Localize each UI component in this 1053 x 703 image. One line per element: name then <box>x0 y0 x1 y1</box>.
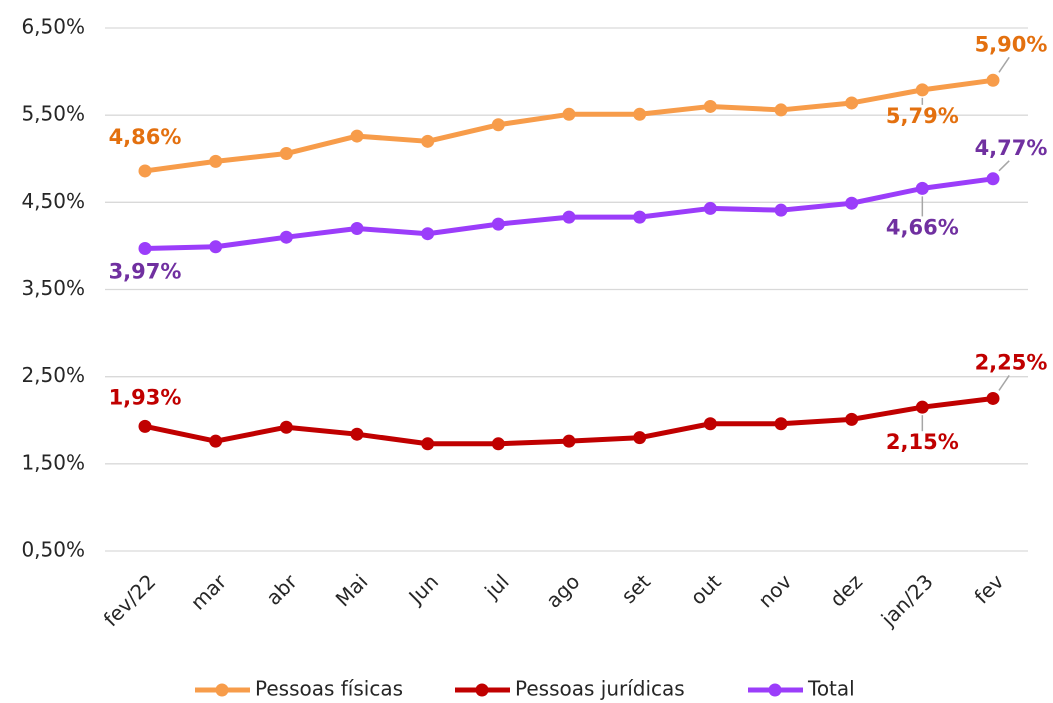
value-label: 3,97% <box>109 260 182 284</box>
y-tick-label: 3,50% <box>21 276 85 300</box>
point <box>633 210 647 224</box>
point <box>138 164 152 178</box>
x-tick-label: dez <box>825 569 867 611</box>
y-tick-label: 2,50% <box>21 363 85 387</box>
legend-label: Pessoas físicas <box>255 677 403 701</box>
x-tick-label: Mai <box>331 569 373 611</box>
point <box>209 154 223 168</box>
point <box>703 201 717 215</box>
y-tick-label: 4,50% <box>21 189 85 213</box>
point <box>703 99 717 113</box>
point <box>491 118 505 132</box>
point <box>562 434 576 448</box>
value-label: 5,79% <box>886 104 959 128</box>
point <box>562 210 576 224</box>
series-line <box>144 77 994 174</box>
value-label: 1,93% <box>109 385 182 409</box>
y-tick-label: 5,50% <box>21 102 85 126</box>
point <box>209 240 223 254</box>
value-label: 4,66% <box>886 215 959 239</box>
x-tick-label: mar <box>186 569 232 615</box>
point <box>350 129 364 143</box>
point <box>279 147 293 161</box>
legend-marker <box>475 683 489 697</box>
x-tick-label: set <box>616 569 655 608</box>
leader-line <box>998 375 1010 391</box>
point <box>845 96 859 110</box>
value-label: 5,90% <box>975 32 1048 56</box>
point <box>986 391 1000 405</box>
legend-label: Total <box>807 677 855 701</box>
point <box>703 417 717 431</box>
x-tick-label: jul <box>479 569 514 604</box>
point <box>491 217 505 231</box>
x-tick-label: ago <box>541 569 584 612</box>
value-label: 4,86% <box>109 125 182 149</box>
value-label: 2,15% <box>886 430 959 454</box>
x-tick-label: Jun <box>403 569 443 609</box>
point <box>915 400 929 414</box>
point <box>845 412 859 426</box>
x-tick-label: out <box>686 569 726 609</box>
point <box>138 242 152 256</box>
point <box>633 431 647 445</box>
point <box>915 83 929 97</box>
point <box>350 427 364 441</box>
point <box>421 437 435 451</box>
y-tick-label: 6,50% <box>21 15 85 39</box>
point <box>774 417 788 431</box>
point <box>986 73 1000 87</box>
point <box>491 437 505 451</box>
point <box>562 107 576 121</box>
point <box>350 221 364 235</box>
point <box>421 227 435 241</box>
leader-line <box>998 56 1010 73</box>
point <box>279 420 293 434</box>
point <box>845 196 859 210</box>
x-tick-label: nov <box>753 569 796 612</box>
point <box>138 419 152 433</box>
legend-label: Pessoas jurídicas <box>515 677 685 701</box>
point <box>986 172 1000 186</box>
point <box>915 181 929 195</box>
y-tick-label: 0,50% <box>21 538 85 562</box>
value-label: 2,25% <box>975 350 1048 374</box>
x-tick-label: fev <box>969 569 1008 608</box>
point <box>774 203 788 217</box>
point <box>279 230 293 244</box>
point <box>774 103 788 117</box>
x-tick-label: abr <box>261 569 302 610</box>
leader-line <box>998 160 1010 172</box>
x-tick-label: fev/22 <box>99 569 161 631</box>
point <box>209 434 223 448</box>
legend-marker <box>215 683 229 697</box>
y-tick-label: 1,50% <box>21 450 85 474</box>
value-label: 4,77% <box>975 136 1048 160</box>
x-tick-label: jan/23 <box>876 569 938 631</box>
point <box>633 107 647 121</box>
legend-marker <box>768 683 782 697</box>
point <box>421 134 435 148</box>
